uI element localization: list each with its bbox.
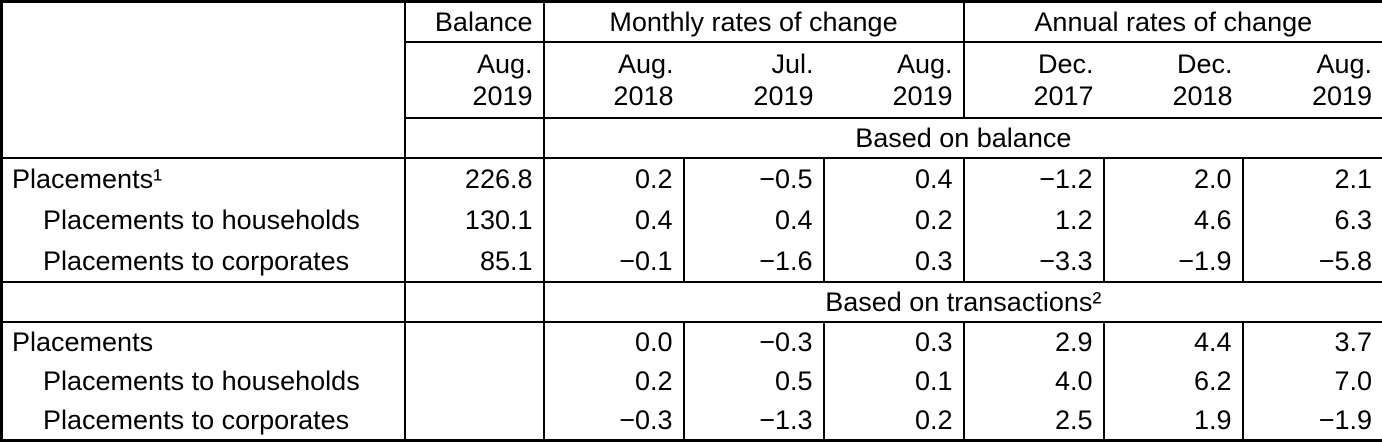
cell-value: 4.4 <box>1103 322 1244 362</box>
period-year: 2018 <box>613 80 674 111</box>
row-label: Placements to households <box>1 361 406 402</box>
cell-value: 0.3 <box>823 322 965 362</box>
cell-value: 1.2 <box>963 199 1105 241</box>
cell-value: 1.9 <box>1103 401 1244 441</box>
period-header-monthly-3: Aug. 2019 <box>823 41 965 119</box>
col-group-balance: Balance <box>404 1 545 43</box>
cell-value: 0.0 <box>543 322 685 362</box>
table-row: Placements 0.0 −0.3 0.3 2.9 4.4 3.7 <box>1 322 1382 362</box>
cell-value: 3.7 <box>1334 327 1373 358</box>
table-row: Placements to corporates −0.3 −1.3 0.2 2… <box>1 401 1382 441</box>
period-month: Dec. <box>1176 48 1233 79</box>
period-month: Jul. <box>771 48 814 79</box>
cell-balance: 85.1 <box>404 240 545 284</box>
period-year: 2019 <box>892 80 953 111</box>
row-label: Placements¹ <box>1 157 406 200</box>
period-month: Aug. <box>617 48 674 79</box>
band-label-transactions: Based on transactions² <box>543 282 1382 324</box>
cell-balance: 130.1 <box>404 199 545 241</box>
period-header-balance: Aug. 2019 <box>404 41 545 119</box>
cell-balance <box>404 322 545 362</box>
cell-value: −1.6 <box>683 240 825 284</box>
cell-value: 0.3 <box>823 240 965 284</box>
cell-value: 6.3 <box>1334 204 1373 235</box>
period-year: 2019 <box>472 80 533 111</box>
col-group-annual: Annual rates of change <box>963 1 1382 43</box>
band-row-balance: Based on balance <box>2 117 1382 159</box>
cell-value: 4.0 <box>963 361 1105 402</box>
table-row: Placements to households 0.2 0.5 0.1 4.0… <box>1 361 1382 402</box>
group-header-row: Balance Monthly rates of change Annual r… <box>1 1 1382 159</box>
table-row: Placements¹ 226.8 0.2 −0.5 0.4 −1.2 2.0 … <box>1 157 1382 200</box>
cell-value: −5.8 <box>1242 240 1382 284</box>
cell-value: 0.2 <box>823 401 965 441</box>
cell-value: −3.3 <box>963 240 1105 284</box>
cell-value: 0.2 <box>543 157 685 200</box>
cell-value: 2.9 <box>963 322 1105 362</box>
period-month: Aug. <box>896 48 953 79</box>
table-row: Placements to households 130.1 0.4 0.4 0… <box>1 199 1382 241</box>
col-group-monthly: Monthly rates of change <box>543 1 965 43</box>
period-year: 2018 <box>1172 80 1233 111</box>
cell-balance <box>404 361 545 402</box>
cell-value: 6.2 <box>1103 361 1244 402</box>
cell-value: 0.5 <box>683 361 825 402</box>
row-label-header-empty <box>1 1 406 159</box>
cell-value: 0.2 <box>543 361 685 402</box>
cell-value: −1.3 <box>683 401 825 441</box>
period-header-row: Aug. 2019 Aug. 2018 Jul. 2019 Aug. 2019 … <box>2 41 1382 119</box>
row-label: Placements to households <box>1 199 406 241</box>
table-row: Placements to corporates 85.1 −0.1 −1.6 … <box>1 240 1382 284</box>
period-header-monthly-1: Aug. 2018 <box>543 41 684 119</box>
cell-value: 2.5 <box>963 401 1105 441</box>
period-year: 2019 <box>1311 80 1373 111</box>
cell-value: −1.2 <box>963 157 1105 200</box>
cell-value: 7.0 <box>1334 366 1373 397</box>
cell-value: 2.0 <box>1103 157 1244 200</box>
row-label: Placements to corporates <box>1 401 406 441</box>
period-header-monthly-2: Jul. 2019 <box>683 41 824 119</box>
cell-value: −0.1 <box>543 240 685 284</box>
period-header-annual-3: Aug. 2019 <box>1242 41 1382 119</box>
row-label: Placements <box>1 322 406 362</box>
period-year: 2017 <box>1033 80 1094 111</box>
row-label: Placements to corporates <box>1 240 406 284</box>
cell-value: −0.3 <box>683 322 825 362</box>
balance-empty-cell <box>404 117 545 159</box>
cell-balance: 226.8 <box>404 157 545 200</box>
cell-value: −1.9 <box>1318 404 1373 435</box>
cell-value: 0.4 <box>683 199 825 241</box>
period-month: Dec. <box>1037 48 1094 79</box>
balance-empty-cell <box>404 282 545 324</box>
period-header-annual-1: Dec. 2017 <box>963 41 1104 119</box>
cell-value: 0.1 <box>823 361 965 402</box>
period-header-annual-2: Dec. 2018 <box>1103 41 1243 119</box>
cell-value: 0.4 <box>823 157 965 200</box>
band-row-transactions: Based on transactions² <box>1 282 1382 324</box>
period-month: Aug. <box>476 48 533 79</box>
cell-value: −0.5 <box>683 157 825 200</box>
band-label-balance: Based on balance <box>543 117 1382 159</box>
period-year: 2019 <box>753 80 814 111</box>
cell-value: 2.1 <box>1334 163 1373 194</box>
cell-balance <box>404 401 545 441</box>
cell-value: 0.2 <box>823 199 965 241</box>
cell-value: −1.9 <box>1103 240 1244 284</box>
cell-value: 0.4 <box>543 199 685 241</box>
label-empty-cell <box>1 282 406 324</box>
period-month: Aug. <box>1316 48 1373 79</box>
cell-value: −0.3 <box>543 401 685 441</box>
cell-value: 4.6 <box>1103 199 1244 241</box>
